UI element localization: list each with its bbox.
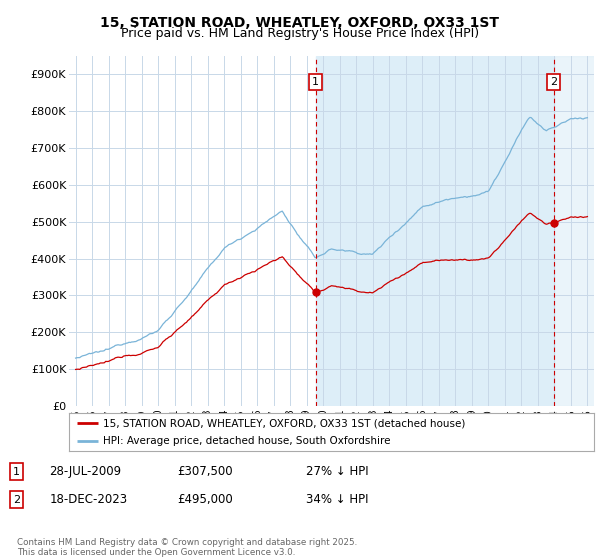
Text: 15, STATION ROAD, WHEATLEY, OXFORD, OX33 1ST: 15, STATION ROAD, WHEATLEY, OXFORD, OX33…	[101, 16, 499, 30]
Text: 2: 2	[13, 494, 20, 505]
Text: 28-JUL-2009: 28-JUL-2009	[49, 465, 121, 478]
Text: 18-DEC-2023: 18-DEC-2023	[49, 493, 127, 506]
Text: £495,000: £495,000	[177, 493, 233, 506]
Text: 1: 1	[312, 77, 319, 87]
Text: 1: 1	[13, 466, 20, 477]
Bar	[316, 56, 554, 406]
Text: Price paid vs. HM Land Registry's House Price Index (HPI): Price paid vs. HM Land Registry's House …	[121, 27, 479, 40]
Text: Contains HM Land Registry data © Crown copyright and database right 2025.
This d: Contains HM Land Registry data © Crown c…	[17, 538, 357, 557]
Text: 15, STATION ROAD, WHEATLEY, OXFORD, OX33 1ST (detached house): 15, STATION ROAD, WHEATLEY, OXFORD, OX33…	[103, 418, 466, 428]
Text: HPI: Average price, detached house, South Oxfordshire: HPI: Average price, detached house, Sout…	[103, 436, 391, 446]
Text: 27% ↓ HPI: 27% ↓ HPI	[306, 465, 368, 478]
Bar	[554, 56, 596, 406]
Text: 2: 2	[550, 77, 557, 87]
Text: £307,500: £307,500	[177, 465, 233, 478]
Text: 34% ↓ HPI: 34% ↓ HPI	[306, 493, 368, 506]
